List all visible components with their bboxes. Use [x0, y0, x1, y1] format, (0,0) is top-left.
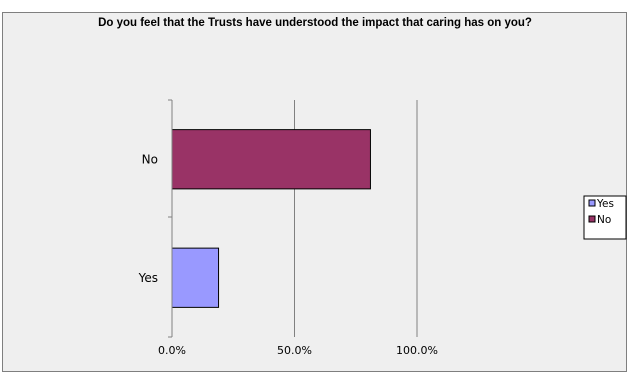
x-tick-label: 100.0%: [396, 344, 438, 357]
chart-area: [2, 12, 627, 372]
bars: [171, 129, 371, 308]
legend-label: Yes: [596, 198, 614, 210]
legend-swatch: [588, 199, 596, 207]
labels: 0.0% 50.0% 100.0% Yes No: [138, 152, 438, 357]
category-label: Yes: [138, 271, 158, 285]
x-tick-label: 0.0%: [158, 344, 186, 357]
x-tick-label: 50.0%: [277, 344, 312, 357]
bar-yes: [171, 247, 220, 308]
bar-no: [171, 129, 371, 190]
legend-swatch: [588, 215, 596, 223]
axes: [168, 99, 173, 338]
legend-label: No: [597, 214, 611, 226]
category-label: No: [142, 152, 158, 166]
chart-title: Do you feel that the Trusts have underst…: [98, 17, 532, 29]
legend: Yes No: [583, 195, 627, 240]
bar-chart: 0.0% 50.0% 100.0% Yes No Yes No: [138, 99, 627, 357]
